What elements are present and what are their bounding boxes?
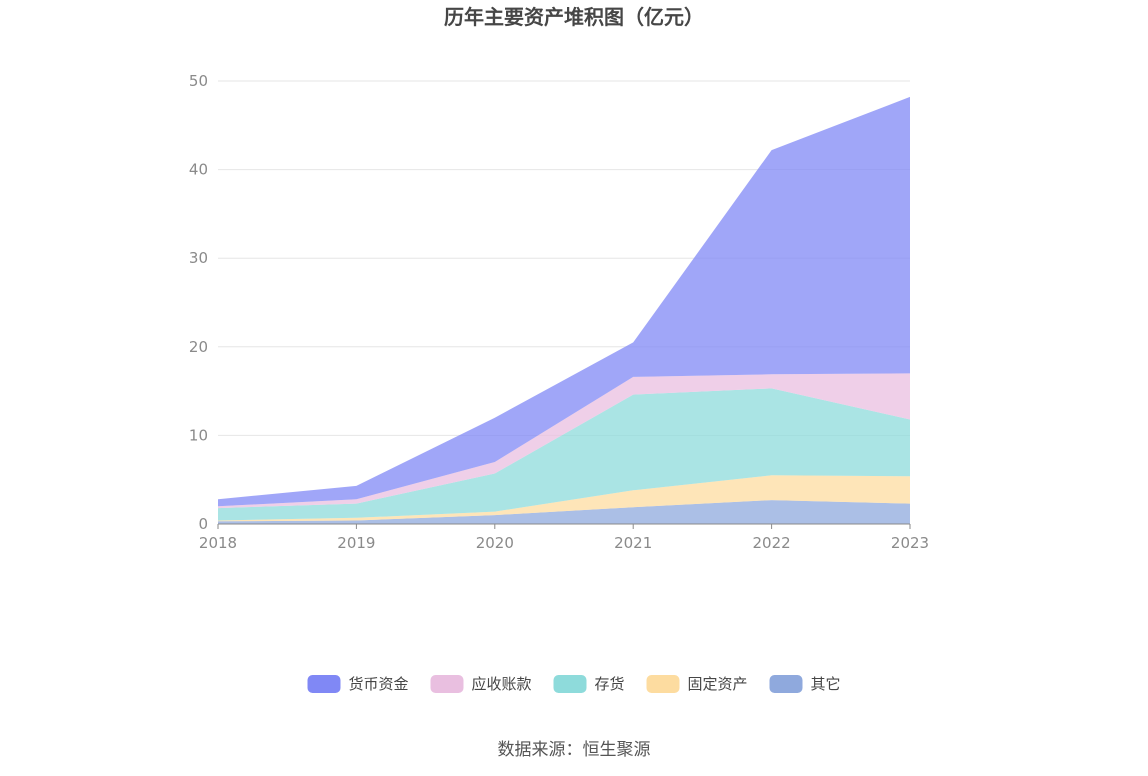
y-tick-label: 30	[189, 249, 208, 267]
y-tick-label: 10	[189, 426, 208, 444]
legend-swatch	[430, 675, 464, 693]
legend-swatch	[769, 675, 803, 693]
data-source: 数据来源：恒生聚源	[498, 740, 651, 760]
area-series-应收账款	[218, 373, 910, 509]
series-areas	[218, 96, 910, 524]
y-tick-label: 40	[189, 161, 208, 179]
x-tick-label: 2023	[891, 534, 929, 552]
chart-title: 历年主要资产堆积图（亿元）	[444, 5, 704, 29]
area-series-存货	[218, 388, 910, 521]
y-tick-label: 20	[189, 338, 208, 356]
legend-label: 其它	[811, 675, 841, 693]
x-tick-label: 2022	[753, 534, 791, 552]
legend-label: 固定资产	[688, 675, 748, 693]
legend-swatch	[307, 675, 341, 693]
x-tick-label: 2018	[199, 534, 237, 552]
legend-label: 存货	[595, 675, 625, 693]
x-tick-label: 2020	[476, 534, 514, 552]
area-series-固定资产	[218, 475, 910, 522]
legend-label: 应收账款	[472, 675, 532, 693]
legend-swatch	[646, 675, 680, 693]
axes: 0 10 20 30 40 50 2018 2019 2020 2021 2022 2023	[189, 72, 929, 552]
y-tick-label: 0	[198, 515, 208, 533]
x-tick-label: 2019	[337, 534, 375, 552]
area-series-其它	[218, 500, 910, 524]
y-tick-label: 50	[189, 72, 208, 90]
legend-label: 货币资金	[349, 675, 409, 693]
legend: 货币资金 应收账款 存货 固定资产 其它	[307, 675, 841, 693]
legend-swatch	[553, 675, 587, 693]
x-tick-label: 2021	[614, 534, 652, 552]
area-series-货币资金	[218, 96, 910, 507]
